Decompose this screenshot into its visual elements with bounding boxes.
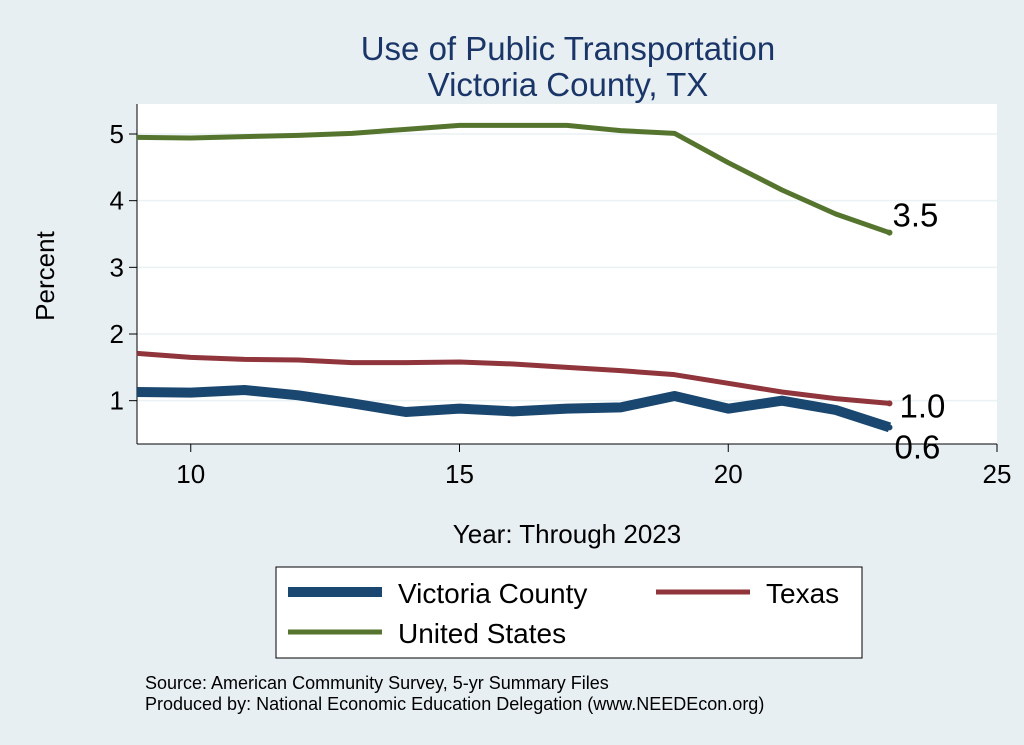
plot-area <box>137 104 997 444</box>
y-tick-label-5: 5 <box>110 119 124 149</box>
end-labels: 0.6 1.0 3.5 <box>893 197 946 466</box>
y-tick-label-4: 4 <box>110 186 124 216</box>
end-label-united-states: 3.5 <box>893 197 939 234</box>
series-line-united-states <box>136 122 891 236</box>
y-tick-label-1: 1 <box>110 386 124 416</box>
series-end-point-victoria-county <box>886 424 893 431</box>
series-end-point-texas <box>886 400 893 407</box>
series-line-victoria-county <box>136 385 892 433</box>
series-end-point-united-states <box>886 229 893 236</box>
x-tick-label-15: 15 <box>445 459 474 489</box>
x-tick-label-20: 20 <box>714 459 743 489</box>
y-tick-label-3: 3 <box>110 252 124 282</box>
y-axis-label: Percent <box>30 230 60 320</box>
produced-by-note: Produced by: National Economic Education… <box>145 694 764 714</box>
series-line-texas <box>136 350 890 406</box>
legend: Victoria County Texas United States <box>275 566 863 659</box>
legend-box <box>275 566 863 659</box>
chart-title-line-2: Victoria County, TX <box>428 66 709 103</box>
x-axis-label: Year: Through 2023 <box>453 519 681 549</box>
y-tick-label-2: 2 <box>110 319 124 349</box>
legend-label-texas: Texas <box>766 578 839 609</box>
end-label-victoria-county: 0.6 <box>895 428 941 465</box>
series-lines <box>136 122 893 433</box>
x-tick-label-25: 25 <box>983 459 1012 489</box>
legend-label-victoria-county: Victoria County <box>398 578 587 609</box>
end-label-texas: 1.0 <box>900 387 946 424</box>
source-note: Source: American Community Survey, 5-yr … <box>145 673 609 693</box>
x-tick-label-10: 10 <box>176 459 205 489</box>
chart-title-line-1: Use of Public Transportation <box>361 30 776 67</box>
legend-label-united-states: United States <box>398 618 566 649</box>
tick-labels: 1 2 3 4 5 10 15 20 25 <box>110 119 1012 489</box>
axes <box>136 104 997 445</box>
